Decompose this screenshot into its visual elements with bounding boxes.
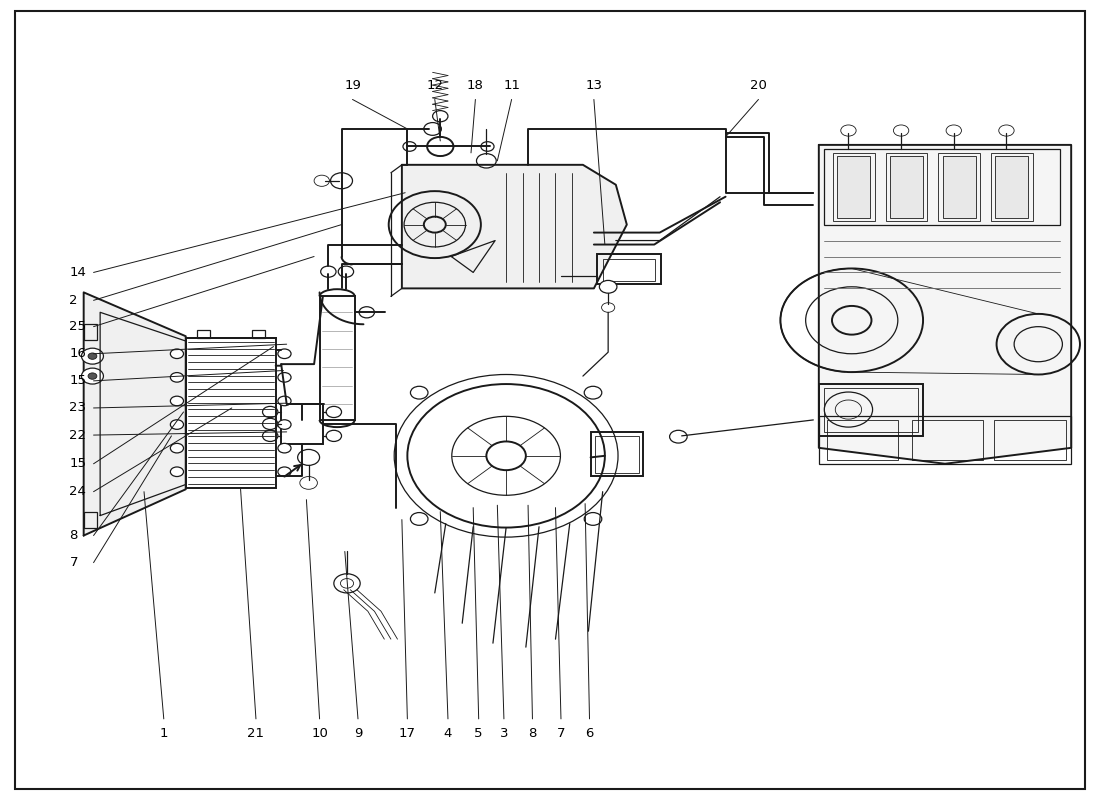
Circle shape [170,396,184,406]
Circle shape [278,443,292,453]
Text: 3: 3 [499,726,508,740]
Circle shape [81,368,103,384]
Text: 16: 16 [69,347,86,360]
Text: 20: 20 [750,78,767,91]
Circle shape [476,154,496,168]
Circle shape [88,373,97,379]
Circle shape [670,430,688,443]
Bar [837,156,870,218]
Circle shape [410,513,428,526]
Circle shape [88,353,97,359]
Circle shape [298,450,320,466]
Circle shape [338,266,353,278]
Text: 7: 7 [557,726,565,740]
Circle shape [481,142,494,151]
Text: 15: 15 [69,374,87,387]
Circle shape [170,443,184,453]
Circle shape [278,396,292,406]
Circle shape [584,513,602,526]
Bar [824,149,1060,225]
Circle shape [278,373,292,382]
Circle shape [263,418,278,430]
Text: 19: 19 [344,78,361,91]
Bar [826,420,898,460]
Text: 22: 22 [69,429,87,442]
Circle shape [403,142,416,151]
Text: 6: 6 [585,726,594,740]
Circle shape [584,386,602,399]
Text: 11: 11 [503,78,520,91]
Text: 21: 21 [248,726,264,740]
Circle shape [170,467,184,477]
Circle shape [278,349,292,358]
Bar [890,156,923,218]
Text: 25: 25 [69,320,87,333]
Bar [912,420,983,460]
Text: 24: 24 [69,485,86,498]
Bar [938,153,980,221]
Bar [84,324,97,340]
Polygon shape [402,165,627,288]
Text: 5: 5 [474,726,483,740]
Circle shape [278,467,292,477]
Bar [603,259,656,282]
Circle shape [600,281,617,293]
Circle shape [427,137,453,156]
Circle shape [263,430,278,442]
Bar [595,436,639,473]
Circle shape [321,266,336,278]
Bar [818,416,1071,464]
Circle shape [331,173,352,189]
Bar [824,388,917,432]
Text: 4: 4 [443,726,452,740]
Bar [320,296,354,420]
Circle shape [170,420,184,430]
Text: 15: 15 [69,458,87,470]
Circle shape [170,373,184,382]
Circle shape [278,420,292,430]
Text: 23: 23 [69,402,87,414]
Circle shape [263,406,278,418]
Bar [994,420,1066,460]
Bar [996,156,1028,218]
Polygon shape [818,145,1071,464]
Circle shape [81,348,103,364]
Bar [591,432,644,476]
Circle shape [410,386,428,399]
Bar [818,384,923,436]
Text: 13: 13 [585,78,603,91]
Bar [186,338,276,488]
Bar [252,330,265,338]
Bar [597,254,661,285]
Text: 18: 18 [468,78,484,91]
Circle shape [327,406,341,418]
Circle shape [333,574,360,593]
Bar [886,153,927,221]
Text: 12: 12 [427,78,443,91]
Text: 8: 8 [69,529,78,542]
Circle shape [432,110,448,122]
Text: 1: 1 [160,726,168,740]
Circle shape [424,122,441,135]
Text: 2: 2 [69,294,78,307]
Circle shape [170,349,184,358]
Text: 7: 7 [69,556,78,569]
Text: 10: 10 [311,726,328,740]
Circle shape [327,430,341,442]
Polygon shape [84,292,186,535]
Bar [282,404,323,444]
Circle shape [359,306,374,318]
Bar [943,156,976,218]
Text: 8: 8 [528,726,537,740]
Text: 17: 17 [399,726,416,740]
Bar [197,330,210,338]
Text: 14: 14 [69,266,86,279]
Text: 9: 9 [354,726,362,740]
Bar [84,512,97,527]
Bar [991,153,1033,221]
Bar [833,153,875,221]
